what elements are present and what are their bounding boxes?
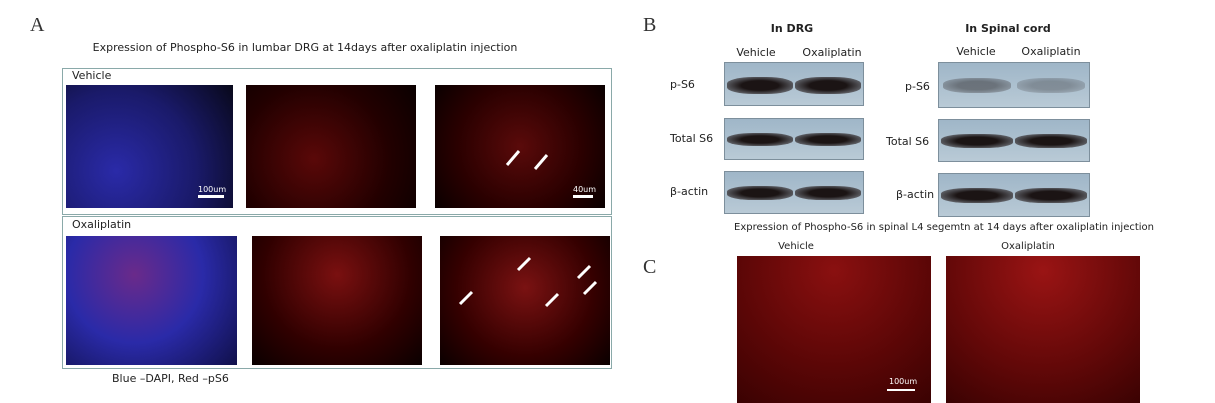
blot-title: In DRG: [770, 22, 814, 35]
micrograph: [246, 85, 416, 208]
blot-title: In Spinal cord: [965, 22, 1051, 35]
lane-label: Vehicle: [736, 46, 776, 59]
panel-title: Expression of Phospho-S6 in spinal L4 se…: [734, 222, 1154, 233]
micrograph: 100um: [737, 256, 931, 403]
lane-label: Oxaliplatin: [1021, 45, 1081, 58]
band-label: β-actin: [896, 188, 935, 201]
panel-label: C: [643, 256, 657, 278]
blot: [724, 118, 864, 160]
panel-title: Expression of Phospho-S6 in lumbar DRG a…: [92, 41, 518, 54]
row-box: [62, 216, 612, 369]
micrograph: [440, 236, 610, 365]
micrograph: 100um: [66, 85, 233, 208]
row-label: Vehicle: [72, 69, 112, 82]
row-label: Oxaliplatin: [72, 218, 132, 231]
blot: [938, 119, 1090, 162]
micrograph: [66, 236, 237, 365]
image-label: Oxaliplatin: [1001, 241, 1055, 252]
panel-label: B: [643, 14, 657, 36]
lane-label: Vehicle: [956, 45, 996, 58]
blot: [938, 62, 1090, 108]
scale-bar: 100um: [889, 377, 918, 386]
band-label: p-S6: [905, 80, 930, 93]
micrograph: [252, 236, 422, 365]
blot: [938, 173, 1090, 217]
blot: [724, 62, 864, 106]
scale-bar: 100um: [198, 185, 227, 194]
legend: Blue –DAPI, Red –pS6: [112, 372, 229, 385]
lane-label: Oxaliplatin: [802, 46, 862, 59]
band-label: β-actin: [670, 185, 709, 198]
scale-bar: 40um: [573, 185, 597, 194]
row-box: [62, 68, 612, 215]
band-label: p-S6: [670, 78, 695, 91]
band-label: Total S6: [886, 135, 930, 148]
image-label: Vehicle: [778, 241, 814, 252]
micrograph: 40um: [435, 85, 605, 208]
blot: [724, 171, 864, 214]
micrograph: [946, 256, 1140, 403]
panel-label: A: [30, 14, 45, 36]
band-label: Total S6: [670, 132, 714, 145]
